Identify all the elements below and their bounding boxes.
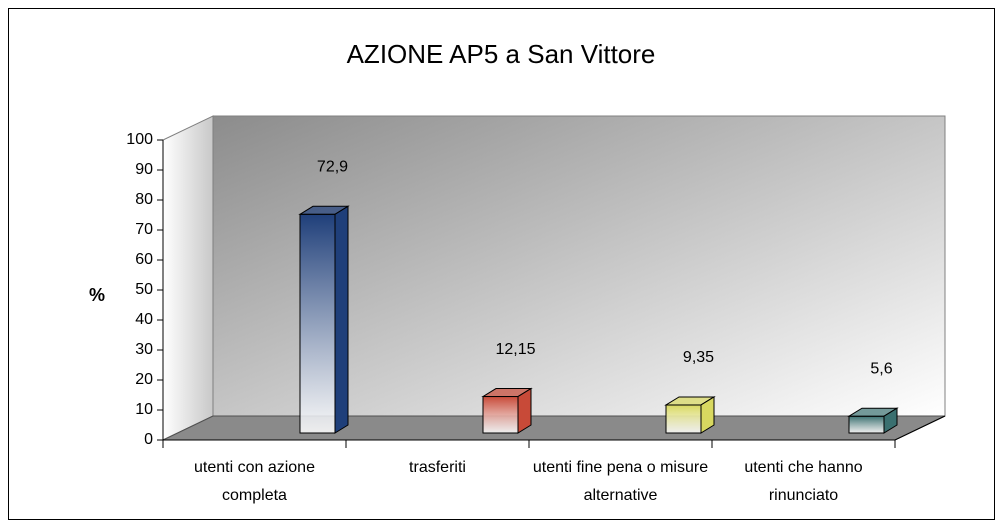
- value-label: 72,9: [317, 159, 348, 176]
- bar-side: [517, 387, 532, 434]
- y-tick-label: 40: [135, 311, 153, 328]
- y-tick-label: 0: [144, 431, 153, 448]
- bar-side: [700, 396, 715, 434]
- y-tick-label: 20: [135, 371, 153, 388]
- bar: [848, 415, 885, 434]
- y-tick-label: 60: [135, 251, 153, 268]
- x-tick-label: utenti fine pena o misure alternative: [532, 459, 709, 504]
- bar: [665, 404, 702, 434]
- y-tick-label: 100: [126, 131, 153, 148]
- value-label: 5,6: [870, 360, 892, 377]
- y-tick-label: 90: [135, 161, 153, 178]
- x-tick-label: trasferiti: [409, 459, 466, 476]
- value-label: 9,35: [683, 349, 714, 366]
- y-tick-label: 30: [135, 341, 153, 358]
- side-wall: [162, 115, 214, 441]
- floor: [162, 415, 946, 441]
- chart-title: AZIONE AP5 a San Vittore: [347, 39, 656, 69]
- x-tick-label: utenti che hanno rinunciato: [744, 459, 863, 504]
- x-tick-label: utenti con azione completa: [194, 459, 315, 504]
- y-tick-label: 70: [135, 221, 153, 238]
- y-axis-label: %: [89, 285, 105, 305]
- bar: [482, 396, 519, 434]
- y-tick-label: 10: [135, 401, 153, 418]
- bar-side: [883, 407, 898, 434]
- bar-side: [334, 205, 349, 434]
- y-tick-label: 80: [135, 191, 153, 208]
- y-tick-label: 50: [135, 281, 153, 298]
- bar: [299, 213, 336, 434]
- value-label: 12,15: [495, 341, 535, 358]
